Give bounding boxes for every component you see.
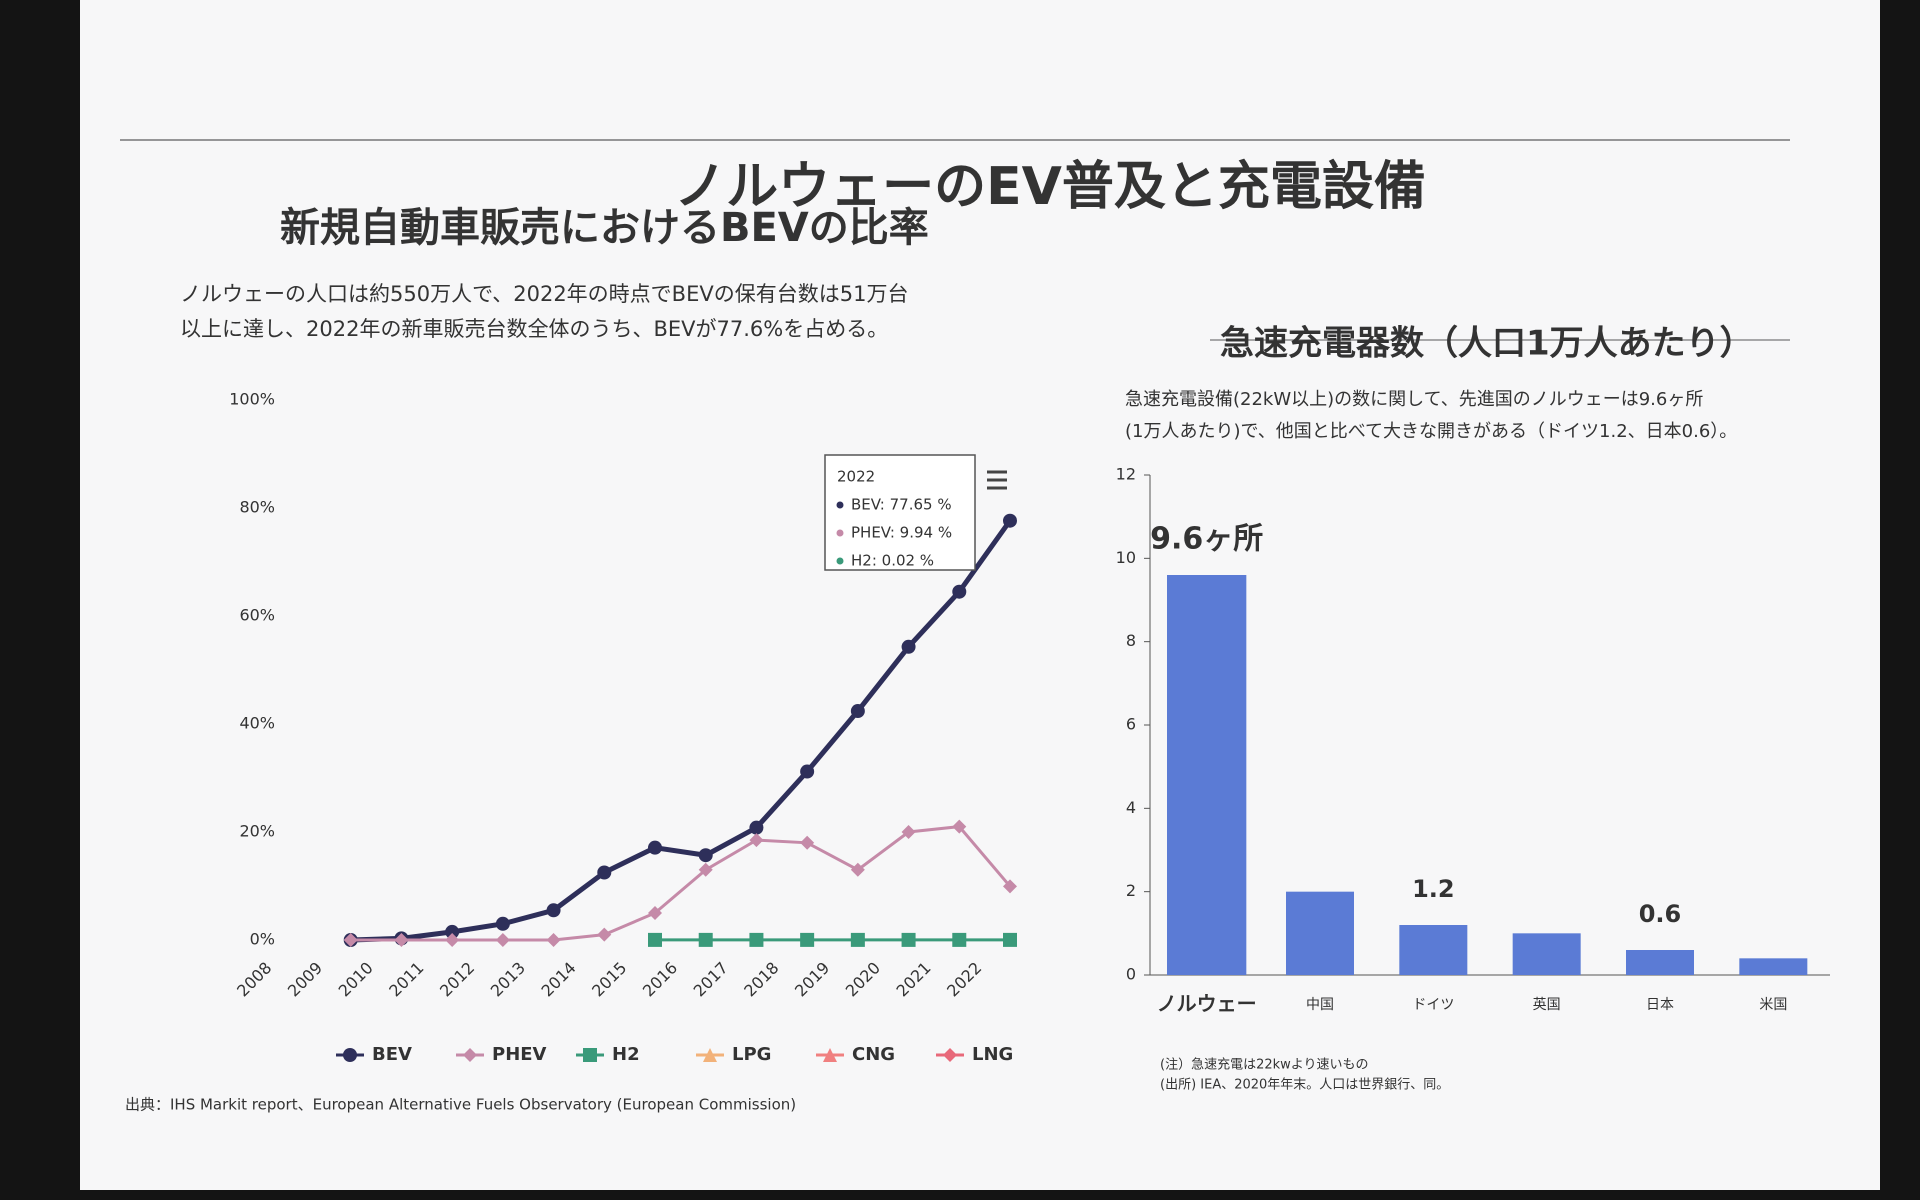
y-tick-label: 6 [1126,715,1136,734]
bar [1399,925,1468,975]
point [800,764,815,779]
tooltip-item: H2: 0.02 % [851,552,934,570]
point [583,1048,597,1062]
bar [1626,950,1694,975]
bar [1512,933,1581,975]
point [703,1048,717,1062]
series-line [350,519,1013,943]
tooltip-item: BEV: 77.65 % [851,496,952,514]
y-tick-label: 2 [1126,881,1136,900]
point [546,903,561,918]
point [952,819,967,834]
point [850,932,865,947]
y-tick-label: 100% [229,390,275,409]
x-tick-label: 英国 [1533,996,1561,1013]
point [698,932,713,947]
tooltip-item: PHEV: 9.94 % [851,524,952,542]
y-tick-label: 8 [1126,631,1136,650]
x-tick-label: ノルウェー [1157,992,1257,1016]
y-tick-label: 60% [239,606,275,625]
note: (出所) IEA、2020年年末。人口は世界銀行、同。 [1160,1078,1449,1093]
tooltip-title: 2022 [837,468,875,486]
bar [1167,575,1247,975]
point [343,1048,357,1062]
description: ノルウェーの人口は約550万人で、2022年の時点でBEVの保有台数は51万台 [180,282,908,306]
point [445,933,460,947]
point [1003,879,1017,894]
point [698,848,713,863]
point [800,932,815,947]
data-label: 1.2 [1412,875,1455,903]
point [648,840,662,855]
x-tick-label: 日本 [1646,997,1674,1013]
slide [80,0,1880,1190]
point [343,933,358,947]
tooltip-dot [836,529,844,537]
point [943,1048,957,1062]
y-tick-label: 4 [1126,798,1136,817]
point [597,927,612,942]
point [749,820,764,835]
description: (1万人あたり)で、他国と比べて大きな開きがある（ドイツ1.2、日本0.6）。 [1125,421,1737,442]
point [952,932,967,947]
point [800,835,815,850]
tooltip-dot [836,557,844,565]
point [1003,932,1017,947]
point [463,1048,477,1062]
y-tick-label: 12 [1116,465,1136,484]
point [901,932,916,947]
point [597,865,612,880]
legend-label: LPG [732,1044,771,1065]
bar [1739,958,1808,975]
y-tick-label: 80% [239,498,275,517]
point [698,862,713,877]
data-label: 0.6 [1639,900,1682,928]
y-tick-label: 40% [239,714,275,733]
y-tick-label: 0 [1126,965,1136,984]
point [394,933,409,947]
tooltip-dot [836,501,844,509]
chart-title: 急速充電器数（人口1万人あたり） [1220,324,1754,364]
point [749,932,764,947]
description: 以上に達し、2022年の新車販売台数全体のうち、BEVが77.6%を占める。 [180,317,888,341]
description: 急速充電設備(22kW以上)の数に関して、先進国のノルウェーは9.6ヶ所 [1125,389,1703,410]
y-tick-label: 0% [250,930,275,949]
tooltip [824,454,976,571]
y-tick-label: 10 [1116,548,1136,567]
y-tick-label: 20% [239,822,275,841]
x-tick-label: ドイツ [1412,997,1454,1013]
point [495,916,510,931]
chart-title: 新規自動車販売におけるBEVの比率 [280,205,929,251]
slide-title: ノルウェーのEV普及と充電設備 [674,157,1426,217]
point [648,932,662,947]
point [850,862,865,877]
note: (注）急速充電は22kwより速いもの [1160,1057,1369,1073]
series-line [350,825,1012,942]
legend-label: H2 [612,1044,640,1065]
point [445,924,460,939]
legend-label: PHEV [492,1044,547,1065]
menu-icon[interactable] [987,470,1007,490]
bar [1286,891,1354,975]
data-label: 9.6ヶ所 [1150,522,1263,557]
legend-label: BEV [372,1044,412,1065]
point [952,584,967,599]
legend-label: CNG [852,1044,895,1065]
point [749,833,764,848]
point [850,704,865,719]
point [823,1048,837,1062]
point [901,825,916,839]
point [546,933,561,947]
legend-label: LNG [972,1044,1013,1065]
point [901,639,916,654]
point [648,906,662,920]
x-tick-label: 中国 [1306,997,1334,1013]
source: 出典：IHS Markit report、European Alternativ… [125,1096,796,1114]
point [495,933,510,947]
x-tick-label: 米国 [1759,997,1787,1013]
point [1003,513,1017,528]
